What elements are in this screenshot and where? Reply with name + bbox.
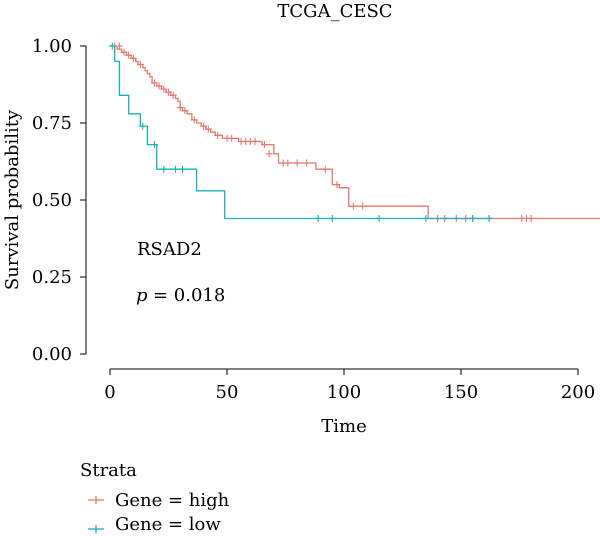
censor-mark-gene-high [214,131,222,139]
censor-mark-gene-high [333,181,341,189]
censor-mark-gene-high [200,122,208,130]
censor-mark-gene-low [179,165,187,173]
p-value-text: = 0.018 [153,285,225,306]
censor-mark-gene-high [321,165,329,173]
censor-mark-gene-high [115,42,123,50]
x-tick-label: 200 [561,382,595,403]
legend-label-low: Gene = low [115,514,221,535]
censor-mark-gene-low [328,214,336,222]
censor-mark-gene-high [129,54,137,62]
censor-mark-gene-high [125,51,133,59]
censor-mark-gene-high [165,88,172,96]
survival-line-gene-high [110,45,600,220]
censor-mark-gene-high [265,150,273,158]
x-tick-label: 50 [216,382,239,403]
survival-line-gene-low [110,45,492,220]
p-value-symbol: p [136,285,148,306]
legend: Strata Gene = high Gene = low [80,460,230,535]
censor-mark-gene-low [469,214,477,222]
y-axis-label: Survival probability [2,109,23,290]
censor-mark-gene-low [422,214,430,222]
censor-mark-gene-high [136,60,144,68]
censor-mark-gene-low [172,165,180,173]
censor-mark-gene-high [251,137,259,145]
censor-mark-gene-low [150,141,158,149]
legend-swatch [88,496,104,504]
censor-mark-gene-high [303,159,311,167]
gene-annotation: RSAD2 [137,239,202,260]
legend-key-high [88,496,104,504]
y-tick-label: 0.50 [32,190,72,211]
legend-label-high: Gene = high [115,490,230,511]
censor-mark-gene-high [190,116,198,124]
censor-mark-gene-high [155,82,163,90]
y-ticks: 0.00 0.25 0.50 0.75 1.00 [32,36,86,365]
censor-mark-gene-low [375,214,383,222]
p-value-annotation: p = 0.018 [136,285,225,306]
censor-mark-gene-low [314,214,322,222]
x-axis-label: Time [321,416,366,437]
censor-mark-gene-high [150,79,158,87]
legend-item-high: Gene = high [88,490,230,511]
legend-title: Strata [80,460,137,481]
chart-title: TCGA_CESC [277,1,392,22]
legend-key-low [88,525,104,533]
censor-mark-gene-high [160,85,168,93]
censor-mark-gene-high [349,202,357,210]
censor-mark-gene-high [169,91,177,99]
censor-mark-gene-high [284,159,292,167]
x-tick-label: 0 [104,382,115,403]
x-tick-label: 150 [444,382,478,403]
y-tick-label: 0.75 [32,113,72,134]
censor-mark-gene-low [108,42,116,50]
censor-mark-gene-high [527,214,535,222]
censor-mark-gene-high [181,107,189,115]
censor-mark-gene-low [160,165,168,173]
censor-mark-gene-high [359,202,367,210]
y-tick-label: 0.25 [32,267,72,288]
x-ticks: 0 50 100 150 200 [104,369,595,403]
legend-item-low: Gene = low [88,514,221,535]
survival-curves [108,42,600,222]
censor-mark-gene-high [176,104,184,112]
censor-mark-gene-high [260,141,268,149]
censor-mark-gene-low [139,122,147,130]
censor-mark-gene-high [228,134,236,142]
legend-swatch [88,525,104,533]
censor-mark-gene-high [204,125,212,133]
y-tick-label: 1.00 [32,36,72,57]
y-tick-label: 0.00 [32,344,72,365]
x-tick-label: 100 [327,382,361,403]
censor-mark-gene-low [485,214,493,222]
censor-mark-gene-high [120,48,128,56]
censor-mark-gene-high [293,159,301,167]
